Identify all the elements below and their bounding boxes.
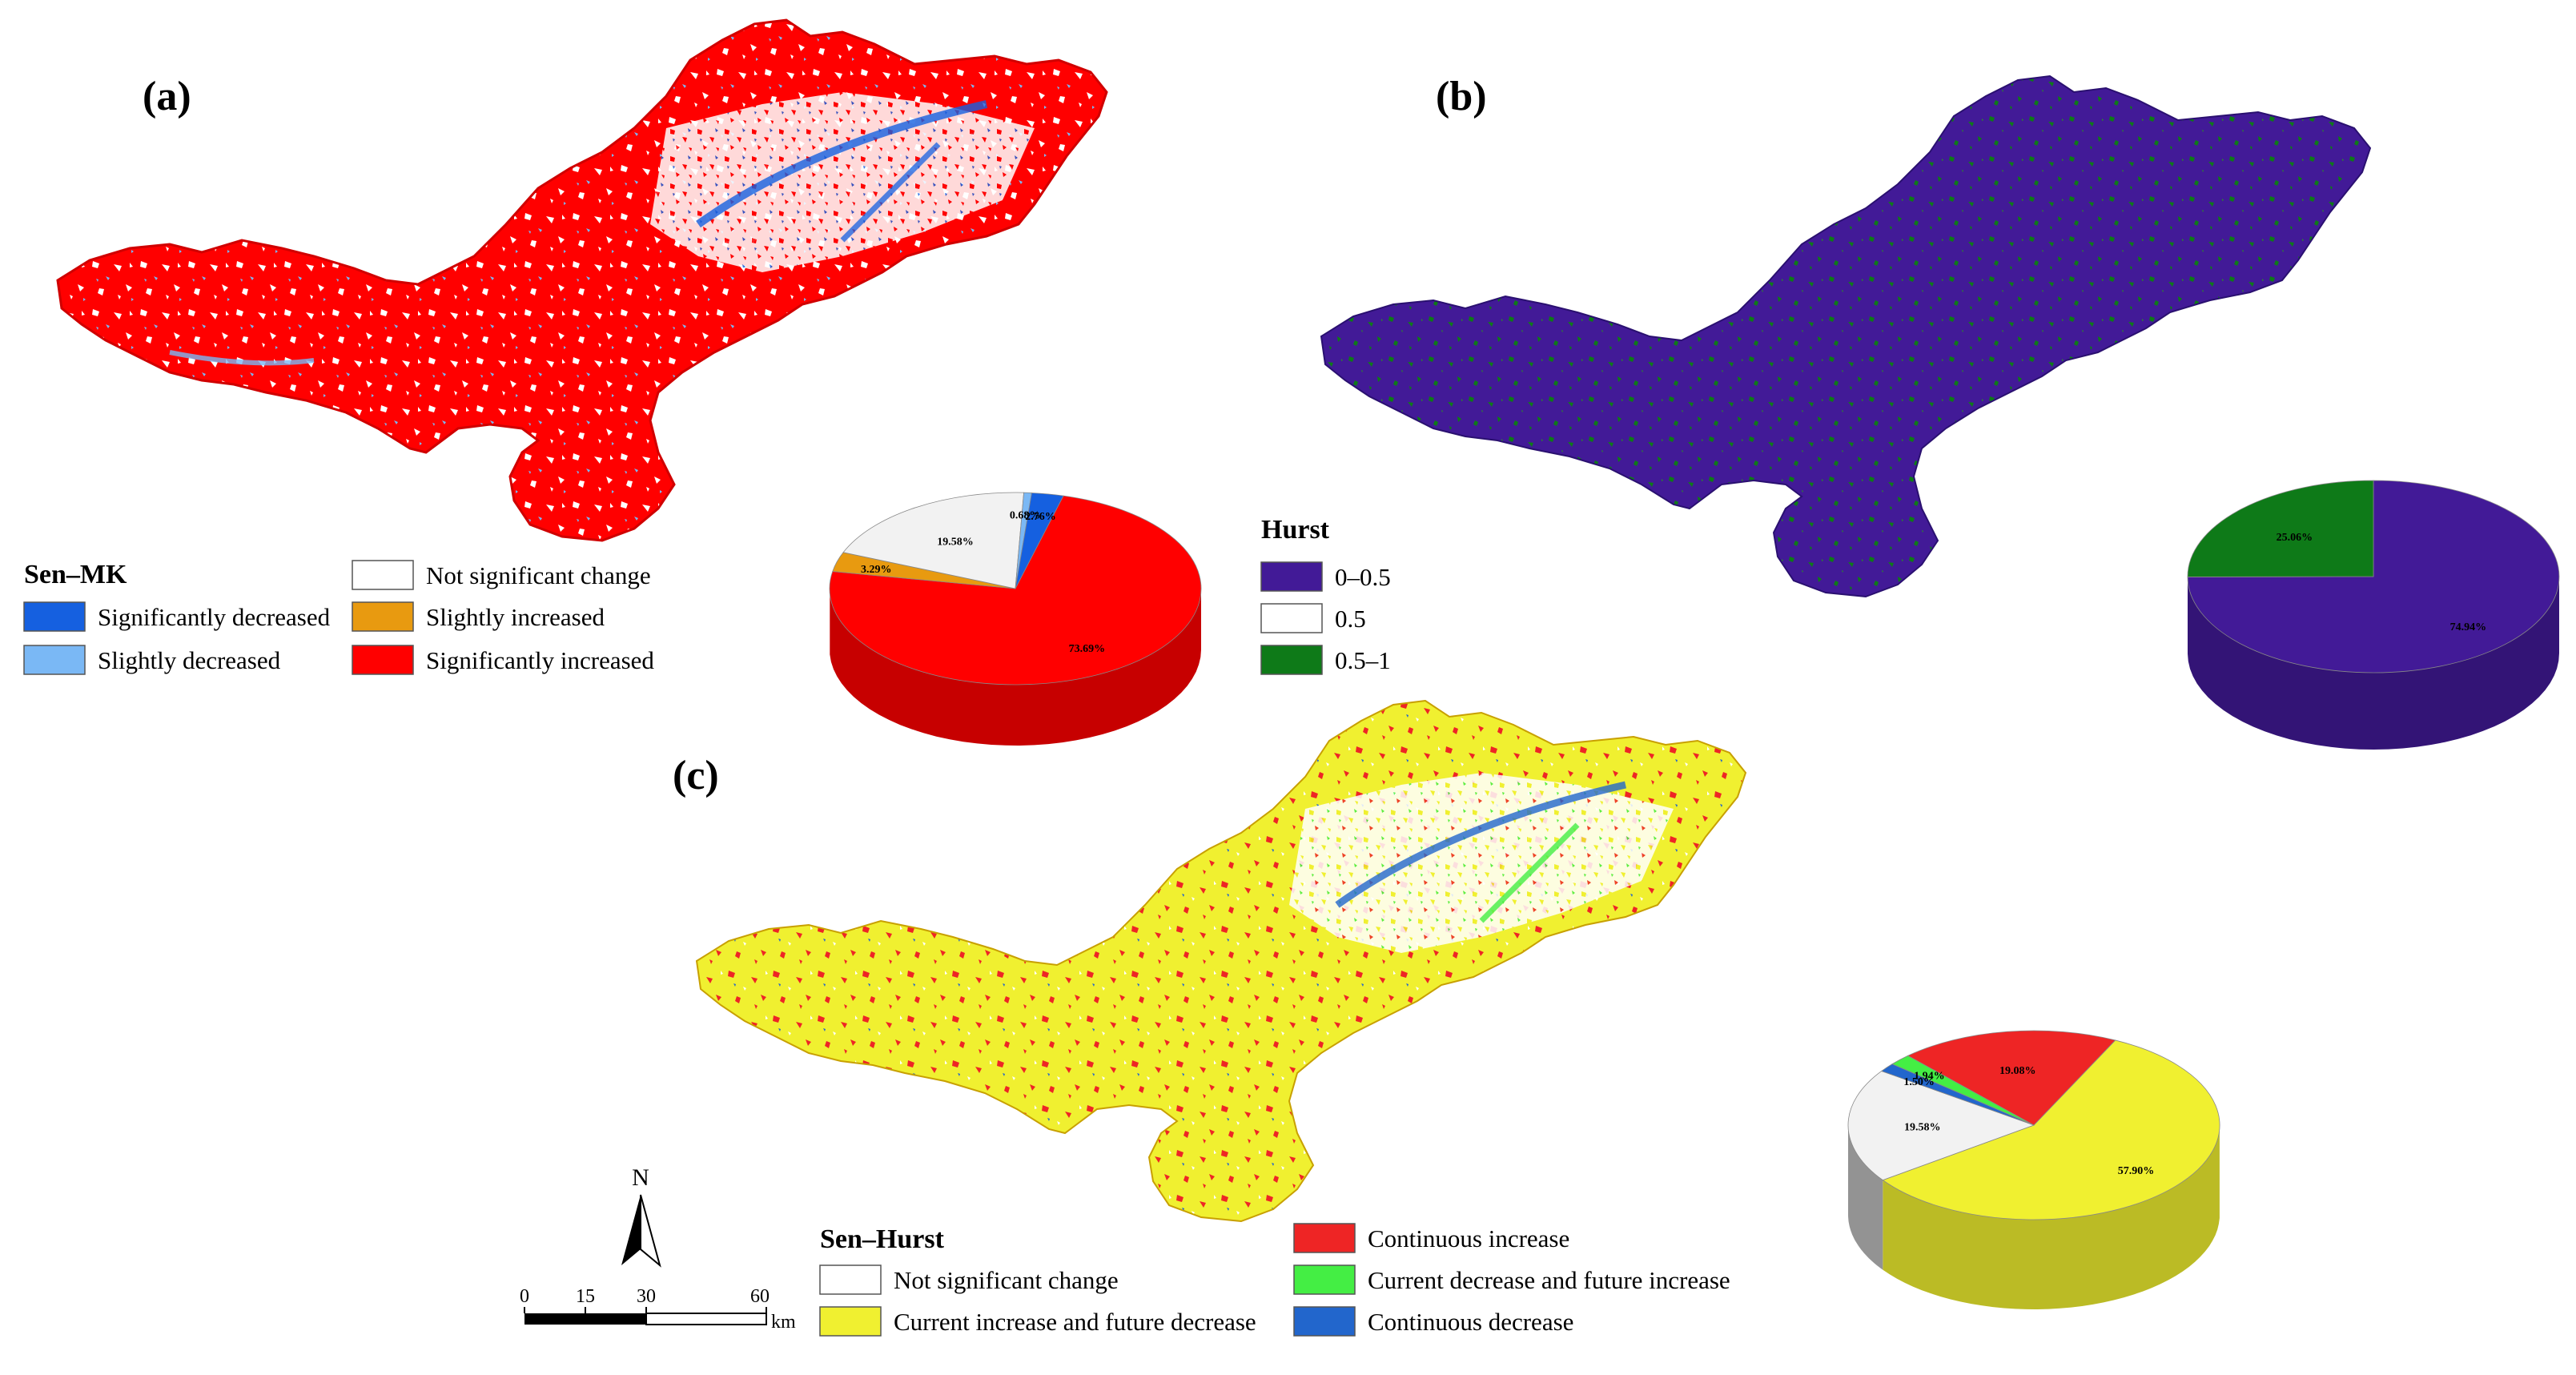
legend-item-label: Slightly decreased bbox=[98, 646, 281, 674]
pie-data-label: 19.58% bbox=[937, 536, 974, 548]
pie-data-label: 25.06% bbox=[2277, 532, 2313, 544]
legend-b-title: Hurst bbox=[1261, 515, 1330, 545]
legend-item-label: Not significant change bbox=[426, 561, 651, 589]
pie-data-label: 19.08% bbox=[1999, 1065, 2036, 1077]
pie-chart-b: 74.94% 25.06% bbox=[2187, 480, 2560, 750]
pie-slice bbox=[1882, 1039, 2220, 1220]
pie-slice-side bbox=[830, 589, 1201, 746]
legend-item-label: Continuous increase bbox=[1368, 1224, 1569, 1252]
pie-slice-side bbox=[1883, 1128, 2220, 1309]
pie-data-label: 3.29% bbox=[861, 564, 892, 576]
map-b bbox=[1320, 75, 2371, 597]
legend-swatch bbox=[1293, 1223, 1356, 1253]
pie-data-label: 1.94% bbox=[1914, 1070, 1945, 1082]
panel-a-label: (a) bbox=[143, 74, 191, 119]
scale-tick-15: 15 bbox=[576, 1286, 595, 1307]
legend-item-label: 0.5 bbox=[1335, 605, 1366, 633]
legend-swatch bbox=[1260, 603, 1323, 633]
panel-c-label: (c) bbox=[673, 753, 719, 798]
legend-c-title: Sen–Hurst bbox=[820, 1224, 945, 1254]
pie-slice bbox=[1907, 1030, 2116, 1126]
pie-slice bbox=[2187, 480, 2374, 577]
legend-swatch bbox=[352, 645, 414, 675]
legend-swatch bbox=[352, 601, 414, 632]
pie-slice-side bbox=[1848, 1124, 1883, 1270]
north-arrow: N bbox=[621, 1164, 661, 1268]
pie-chart-a: 73.69% 3.29% 19.58% 0.68%2.76% bbox=[829, 492, 1202, 746]
panel-b: (b) Hurst 0–0.5 0.5 0.5–1 74.94% 25.06% bbox=[1260, 74, 2560, 750]
pie-data-label: 1.50% bbox=[1903, 1076, 1935, 1088]
pie-data-label: 74.94% bbox=[2450, 621, 2487, 633]
legend-c: Not significant change Current increase a… bbox=[819, 1223, 1730, 1337]
scale-tick-30: 30 bbox=[637, 1286, 656, 1307]
legend-swatch bbox=[1260, 561, 1323, 592]
legend-swatch bbox=[23, 645, 86, 675]
pie-data-label: 19.58% bbox=[1904, 1121, 1941, 1133]
legend-item-label: Significantly decreased bbox=[98, 603, 331, 631]
scale-tick-60: 60 bbox=[750, 1286, 770, 1307]
pie-data-label: 2.76% bbox=[1025, 511, 1056, 523]
panel-b-label: (b) bbox=[1436, 74, 1487, 119]
panel-a: (a) Sen–MK Significantly decreased Slight… bbox=[23, 18, 1202, 746]
map-a bbox=[56, 18, 1108, 542]
pie-slice bbox=[1847, 1070, 2035, 1181]
legend-item-label: Slightly increased bbox=[426, 603, 605, 631]
legend-item-label: 0.5–1 bbox=[1335, 646, 1391, 674]
legend-item-label: Current decrease and future increase bbox=[1368, 1266, 1730, 1294]
legend-a-title: Sen–MK bbox=[24, 560, 127, 589]
pie-chart-c: 57.90% 19.58% 1.50%1.94% 19.08% bbox=[1847, 1030, 2220, 1309]
legend-swatch bbox=[1293, 1264, 1356, 1295]
legend-swatch bbox=[23, 601, 86, 632]
legend-swatch bbox=[352, 560, 414, 590]
legend-b: 0–0.5 0.5 0.5–1 bbox=[1260, 561, 1391, 675]
pie-data-label: 0.68% bbox=[1010, 510, 1041, 522]
legend-item-label: Current increase and future decrease bbox=[894, 1308, 1256, 1336]
pie-data-label: 73.69% bbox=[1069, 643, 1106, 655]
pie-slice-side bbox=[2188, 576, 2559, 750]
pie-slice bbox=[842, 492, 1025, 589]
legend-swatch bbox=[819, 1306, 882, 1337]
legend-swatch bbox=[1293, 1306, 1356, 1337]
pie-slice bbox=[829, 495, 1202, 685]
north-arrow-label: N bbox=[632, 1164, 649, 1191]
pie-slice bbox=[2187, 480, 2560, 673]
legend-item-label: Significantly increased bbox=[426, 646, 654, 674]
scale-bar: 0 15 30 60 km bbox=[520, 1286, 796, 1333]
pie-slice bbox=[1015, 493, 1064, 589]
legend-swatch bbox=[819, 1264, 882, 1295]
pie-data-label: 57.90% bbox=[2118, 1165, 2155, 1177]
legend-item-label: Continuous decrease bbox=[1368, 1308, 1573, 1336]
panel-c: (c) Sen–Hurst Not significant change Curr… bbox=[673, 700, 2220, 1337]
legend-a: Significantly decreased Slightly decrease… bbox=[23, 560, 654, 675]
map-c bbox=[696, 700, 1746, 1222]
north-arrow-icon bbox=[621, 1195, 641, 1265]
scale-unit: km bbox=[771, 1312, 796, 1333]
legend-item-label: Not significant change bbox=[894, 1266, 1119, 1294]
legend-item-label: 0–0.5 bbox=[1335, 563, 1391, 591]
scale-tick-0: 0 bbox=[520, 1286, 529, 1307]
legend-swatch bbox=[1260, 645, 1323, 675]
